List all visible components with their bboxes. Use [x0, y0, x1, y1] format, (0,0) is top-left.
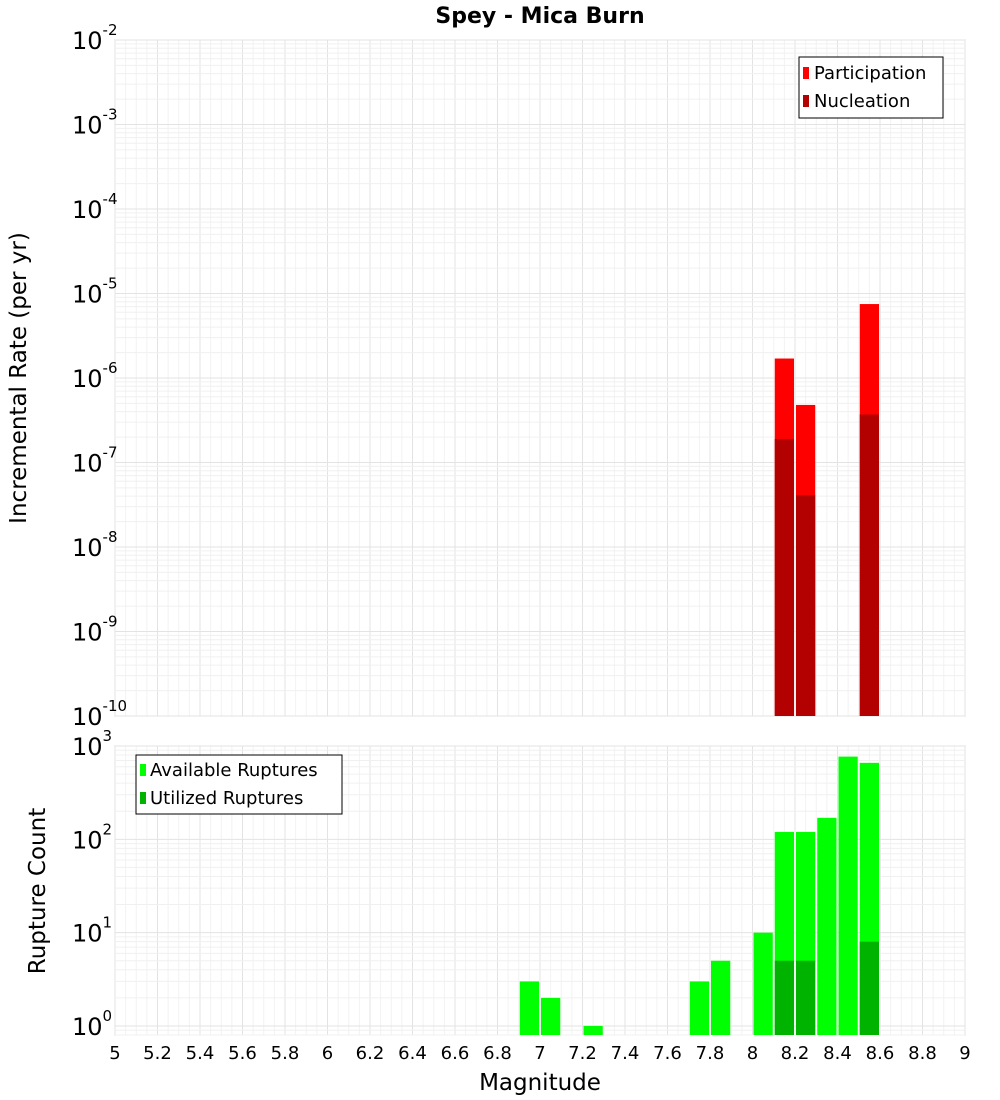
- rate-y-axis-label: Incremental Rate (per yr): [6, 232, 32, 524]
- rate-y-tick-exponent: -7: [103, 444, 118, 462]
- rate-y-tick-exponent: -9: [103, 613, 118, 631]
- count-y-tick-label: 100: [72, 1007, 112, 1041]
- x-tick-label: 8: [747, 1043, 758, 1064]
- x-tick-label: 7.8: [696, 1043, 725, 1064]
- x-tick-label: 5.4: [186, 1043, 215, 1064]
- count-bar-available-ruptures: [583, 1025, 603, 1035]
- x-tick-label: 6: [322, 1043, 333, 1064]
- count-bar-utilized-ruptures: [796, 960, 816, 1035]
- x-tick-label: 5.2: [143, 1043, 172, 1064]
- count-bars: [519, 756, 879, 1035]
- x-tick-label: 8.6: [866, 1043, 895, 1064]
- rate-y-tick-exponent: -10: [103, 697, 128, 715]
- rate-y-tick-label: 10-10: [72, 697, 127, 731]
- rate-bar-nucleation: [859, 414, 879, 716]
- x-tick-label: 8.2: [781, 1043, 810, 1064]
- x-tick-label: 8.8: [908, 1043, 937, 1064]
- count-bar-utilized-ruptures: [774, 960, 794, 1035]
- participation-legend-swatch: [803, 67, 809, 79]
- x-tick-label: 6.6: [441, 1043, 470, 1064]
- count-bar-available-ruptures: [817, 817, 837, 1035]
- utilized-legend-swatch: [140, 792, 146, 804]
- count-legend: Available Ruptures Utilized Ruptures: [135, 754, 343, 815]
- rate-y-tick-exponent: -5: [103, 275, 118, 293]
- x-tick-label: 5.6: [228, 1043, 257, 1064]
- rate-y-tick-label: 10-5: [72, 275, 118, 309]
- rate-legend-box: [798, 56, 944, 119]
- count-bar-available-ruptures: [753, 932, 773, 1035]
- available-legend-swatch: [140, 764, 146, 776]
- rate-y-tick-labels: 10-2 10-3 10-4 10-5 10-6 10-7 10-8 10-9 10-10: [72, 21, 127, 731]
- rate-bar-nucleation: [796, 495, 816, 716]
- x-tick-label: 5.8: [271, 1043, 300, 1064]
- x-tick-label: 7.6: [653, 1043, 682, 1064]
- rate-y-tick-label: 10-3: [72, 106, 118, 140]
- count-bar-available-ruptures: [519, 981, 539, 1035]
- chart-title: Spey - Mica Burn: [435, 4, 644, 29]
- participation-legend-label: Participation: [814, 63, 926, 84]
- x-tick-label: 6.8: [483, 1043, 512, 1064]
- count-y-tick-label: 101: [72, 914, 112, 948]
- rate-y-tick-exponent: -2: [103, 21, 118, 39]
- count-bar-available-ruptures: [689, 981, 709, 1035]
- count-y-tick-exponent: 0: [103, 1007, 113, 1025]
- x-axis-label: Magnitude: [479, 1070, 601, 1096]
- count-y-tick-exponent: 1: [103, 914, 113, 932]
- count-y-tick-label: 103: [72, 727, 112, 761]
- x-tick-label: 7.4: [611, 1043, 640, 1064]
- count-bar-available-ruptures: [711, 960, 731, 1035]
- x-tick-label: 7.2: [568, 1043, 597, 1064]
- count-y-tick-exponent: 3: [103, 727, 113, 745]
- x-tick-label: 9: [959, 1043, 970, 1064]
- rate-bar-nucleation: [774, 438, 794, 716]
- x-tick-label: 5: [109, 1043, 120, 1064]
- rate-y-tick-exponent: -4: [103, 190, 118, 208]
- count-y-tick-exponent: 2: [103, 820, 113, 838]
- x-tick-labels: 5 5.2 5.4 5.6 5.8 6 6.2 6.4 6.6 6.8 7 7.2 7.4 7.6 7.8 8…: [109, 1043, 970, 1064]
- count-y-tick-label: 102: [72, 820, 112, 854]
- rate-y-tick-exponent: -6: [103, 359, 118, 377]
- count-bar-available-ruptures: [838, 756, 858, 1035]
- rate-y-tick-label: 10-8: [72, 528, 118, 562]
- rate-gridlines: [114, 39, 966, 717]
- rate-y-tick-exponent: -8: [103, 528, 118, 546]
- rate-y-tick-label: 10-2: [72, 21, 118, 55]
- rate-legend: Participation Nucleation: [798, 56, 944, 119]
- rate-y-tick-exponent: -3: [103, 106, 118, 124]
- count-bar-available-ruptures: [541, 997, 561, 1035]
- rate-y-tick-label: 10-4: [72, 190, 118, 224]
- count-y-axis-label: Rupture Count: [25, 808, 51, 974]
- available-legend-label: Available Ruptures: [150, 760, 318, 781]
- x-tick-label: 7: [534, 1043, 545, 1064]
- x-tick-label: 6.2: [356, 1043, 385, 1064]
- nucleation-legend-label: Nucleation: [814, 91, 910, 112]
- count-legend-box: [135, 754, 343, 815]
- rate-panel: 10-2 10-3 10-4 10-5 10-6 10-7 10-8 10-9 10-10 In…: [6, 21, 966, 731]
- rate-y-tick-label: 10-7: [72, 444, 118, 478]
- nucleation-legend-swatch: [803, 95, 809, 107]
- count-bar-utilized-ruptures: [859, 941, 879, 1035]
- x-tick-label: 6.4: [398, 1043, 427, 1064]
- rate-y-tick-label: 10-6: [72, 359, 118, 393]
- utilized-legend-label: Utilized Ruptures: [150, 788, 303, 809]
- rate-y-tick-label: 10-9: [72, 613, 118, 647]
- rate-bars: [774, 304, 879, 716]
- x-tick-label: 8.4: [823, 1043, 852, 1064]
